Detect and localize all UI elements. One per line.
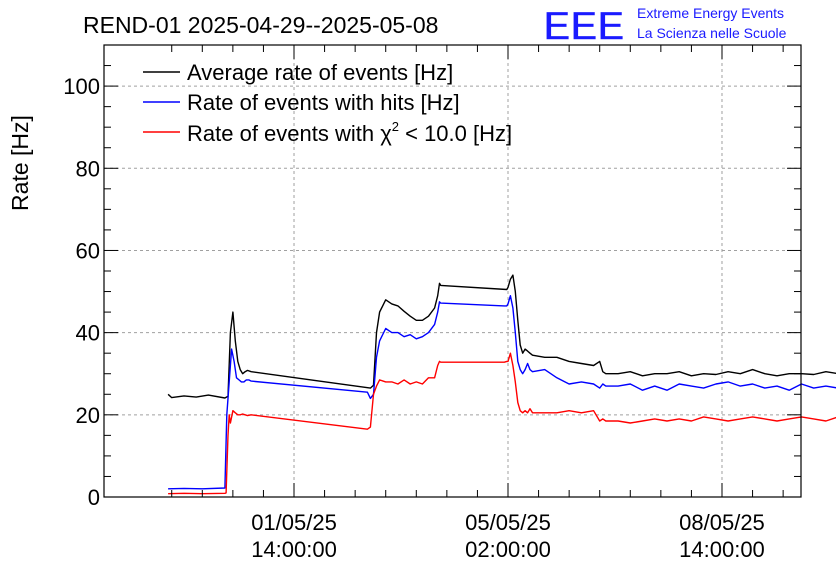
- y-axis-label: Rate [Hz]: [7, 115, 33, 211]
- y-tick-label: 80: [76, 156, 100, 181]
- legend-label-hits: Rate of events with hits [Hz]: [187, 90, 460, 115]
- legend-chi2-sup: 2: [392, 119, 399, 134]
- series-hits-line: [168, 295, 836, 490]
- x-tick-label-date: 01/05/25: [251, 510, 337, 535]
- series-chi2-line: [168, 352, 836, 495]
- x-tick-label-date: 08/05/25: [679, 510, 765, 535]
- x-tick-label-date: 05/05/25: [465, 510, 551, 535]
- legend-chi2-main: Rate of events with χ: [187, 121, 392, 146]
- y-tick-label: 0: [88, 485, 100, 510]
- y-tick-label: 100: [63, 74, 100, 99]
- legend-label-average: Average rate of events [Hz]: [187, 60, 453, 85]
- logo-line-2: La Scienza nelle Scuole: [637, 25, 787, 41]
- grid: [104, 45, 801, 497]
- y-tick-label: 20: [76, 403, 100, 428]
- y-tick-label: 40: [76, 321, 100, 346]
- series-group: [167, 274, 836, 495]
- logo-line-1: Extreme Energy Events: [637, 5, 784, 21]
- ticks: 02040608010001/05/2514:00:0005/05/2502:0…: [63, 44, 801, 562]
- eee-logo: EEE: [543, 2, 624, 49]
- y-tick-label: 60: [76, 238, 100, 263]
- x-tick-label-time: 14:00:00: [679, 537, 765, 562]
- legend-chi2-rest: < 10.0 [Hz]: [399, 121, 512, 146]
- series-average-line: [167, 274, 836, 399]
- legend: Average rate of events [Hz] Rate of even…: [143, 60, 512, 146]
- chart-title: REND-01 2025-04-29--2025-05-08: [83, 12, 438, 38]
- x-tick-label-time: 02:00:00: [465, 537, 551, 562]
- x-tick-label-time: 14:00:00: [251, 537, 337, 562]
- legend-label-chi2: Rate of events with χ2 < 10.0 [Hz]: [187, 119, 512, 146]
